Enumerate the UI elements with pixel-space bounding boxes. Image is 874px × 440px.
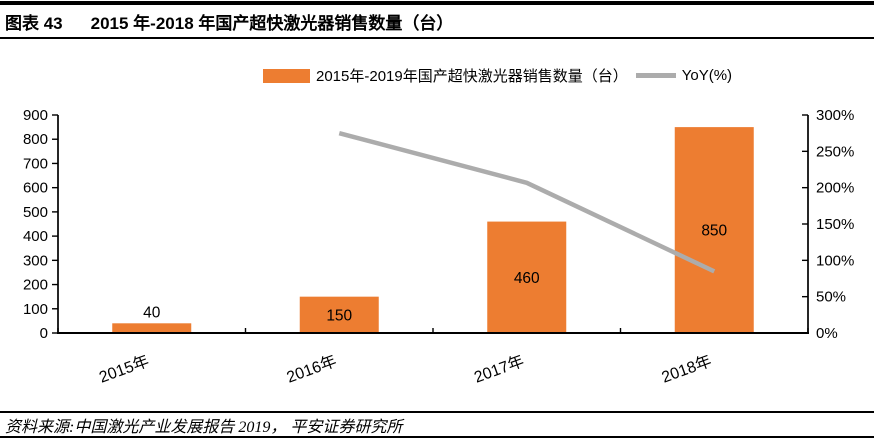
bar — [299, 296, 379, 333]
right-axis-label: 50% — [816, 289, 846, 306]
figure-title-row: 图表 43 2015 年-2018 年国产超快激光器销售数量（台） — [5, 9, 453, 34]
right-axis-label: 150% — [816, 216, 854, 233]
figure-number: 图表 43 — [5, 14, 63, 33]
left-axis-label: 300 — [23, 252, 48, 269]
bar — [112, 323, 192, 333]
x-axis-label: 2016年 — [284, 352, 339, 387]
bar-value-label: 460 — [514, 270, 540, 287]
x-axis-label: 2018年 — [659, 352, 714, 387]
legend-line-label: YoY(%) — [681, 67, 733, 84]
right-axis-label: 300% — [816, 107, 854, 124]
yoy-line — [338, 130, 716, 274]
x-axis-label: 2017年 — [472, 352, 527, 387]
right-axis-label: 100% — [816, 252, 854, 269]
bar — [487, 221, 567, 333]
legend-line-swatch — [635, 73, 676, 78]
left-axis-label: 600 — [23, 180, 48, 197]
x-axis-label: 2015年 — [97, 352, 152, 387]
left-axis-label: 500 — [23, 204, 48, 221]
bar — [674, 127, 754, 333]
left-axis-label: 400 — [23, 228, 48, 245]
left-axis-label: 700 — [23, 155, 48, 172]
left-axis-label: 100 — [23, 301, 48, 318]
right-axis-label: 0% — [816, 325, 838, 342]
right-axis-label: 250% — [816, 143, 854, 160]
left-axis-label: 900 — [23, 107, 48, 124]
chart-legend: 2015年-2019年国产超快激光器销售数量（台） YoY(%) — [263, 65, 732, 86]
footer-top-rule — [0, 411, 874, 413]
bar-value-label: 850 — [701, 223, 727, 240]
title-underline — [0, 37, 874, 39]
bar-value-label: 40 — [143, 304, 161, 321]
legend-bar-swatch — [263, 68, 310, 83]
left-axis-label: 0 — [40, 325, 48, 342]
legend-bar-label: 2015年-2019年国产超快激光器销售数量（台） — [316, 68, 628, 85]
source-note: 资料来源:中国激光产业发展报告 2019， 平安证券研究所 — [5, 419, 403, 436]
right-axis-label: 200% — [816, 180, 854, 197]
bar-value-label: 150 — [326, 307, 352, 324]
figure-title: 2015 年-2018 年国产超快激光器销售数量（台） — [90, 14, 454, 33]
left-axis-label: 200 — [23, 277, 48, 294]
left-axis-label: 800 — [23, 131, 48, 148]
footer-bottom-rule — [0, 436, 874, 438]
top-rule — [0, 1, 874, 5]
